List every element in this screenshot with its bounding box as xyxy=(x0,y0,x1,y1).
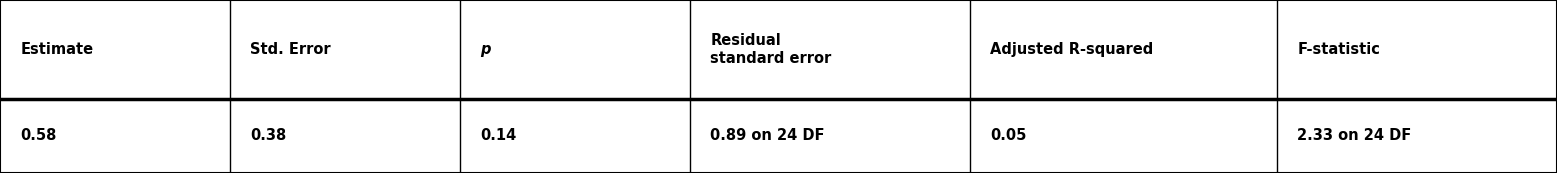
Text: 0.89 on 24 DF: 0.89 on 24 DF xyxy=(710,128,825,143)
Text: Residual
standard error: Residual standard error xyxy=(710,33,831,66)
Text: Estimate: Estimate xyxy=(20,42,93,57)
Text: 0.14: 0.14 xyxy=(480,128,517,143)
Text: p: p xyxy=(480,42,490,57)
Text: 2.33 on 24 DF: 2.33 on 24 DF xyxy=(1297,128,1412,143)
Text: 0.38: 0.38 xyxy=(251,128,286,143)
Text: Adjusted R-squared: Adjusted R-squared xyxy=(990,42,1154,57)
Text: F-statistic: F-statistic xyxy=(1297,42,1380,57)
Text: Std. Error: Std. Error xyxy=(251,42,332,57)
Text: 0.58: 0.58 xyxy=(20,128,56,143)
Text: 0.05: 0.05 xyxy=(990,128,1026,143)
